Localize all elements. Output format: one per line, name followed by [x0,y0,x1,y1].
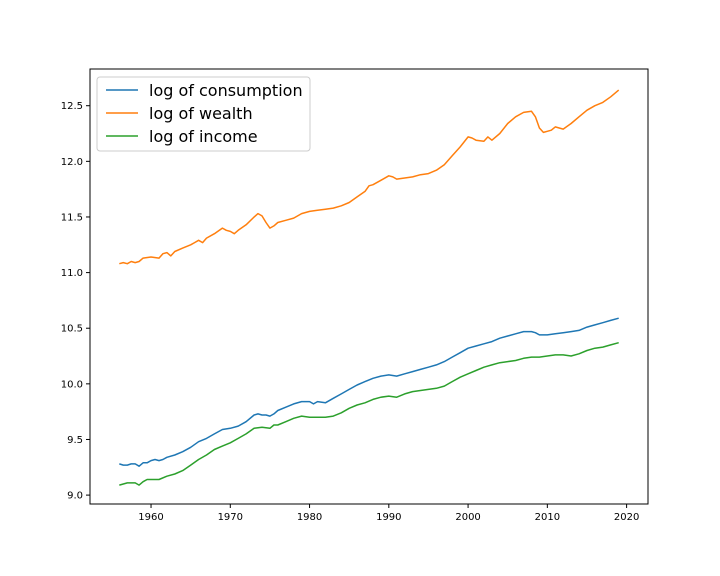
legend-label-wealth: log of wealth [149,104,253,123]
x-tick-label: 2010 [535,512,560,523]
x-axis: 1960 1970 1980 1990 2000 2010 2020 [138,504,639,523]
x-tick-label: 1990 [376,512,401,523]
y-tick-label: 12.0 [61,157,83,168]
x-tick-label: 2020 [614,512,639,523]
plot-frame [89,68,649,505]
x-tick-label: 1970 [218,512,243,523]
y-tick-label: 9.0 [67,491,83,502]
x-tick-label: 2000 [455,512,480,523]
x-tick-label: 1960 [138,512,163,523]
legend: log of consumption log of wealth log of … [96,76,311,152]
legend-box [96,76,311,152]
y-tick-label: 11.0 [61,268,83,279]
series-line-income [119,341,619,486]
y-tick-label: 9.5 [67,435,83,446]
y-axis: 9.0 9.5 10.0 10.5 11.0 11.5 12.0 12.5 [61,101,90,502]
series-line-consumption [119,317,619,467]
x-tick-label: 1980 [297,512,322,523]
series-layer [119,89,620,486]
legend-label-income: log of income [149,127,258,146]
y-tick-label: 10.0 [61,379,83,390]
series-line-wealth [119,89,620,265]
legend-label-consumption: log of consumption [149,81,303,100]
y-tick-label: 12.5 [61,101,83,112]
y-tick-label: 11.5 [61,212,83,223]
y-tick-label: 10.5 [61,324,83,335]
